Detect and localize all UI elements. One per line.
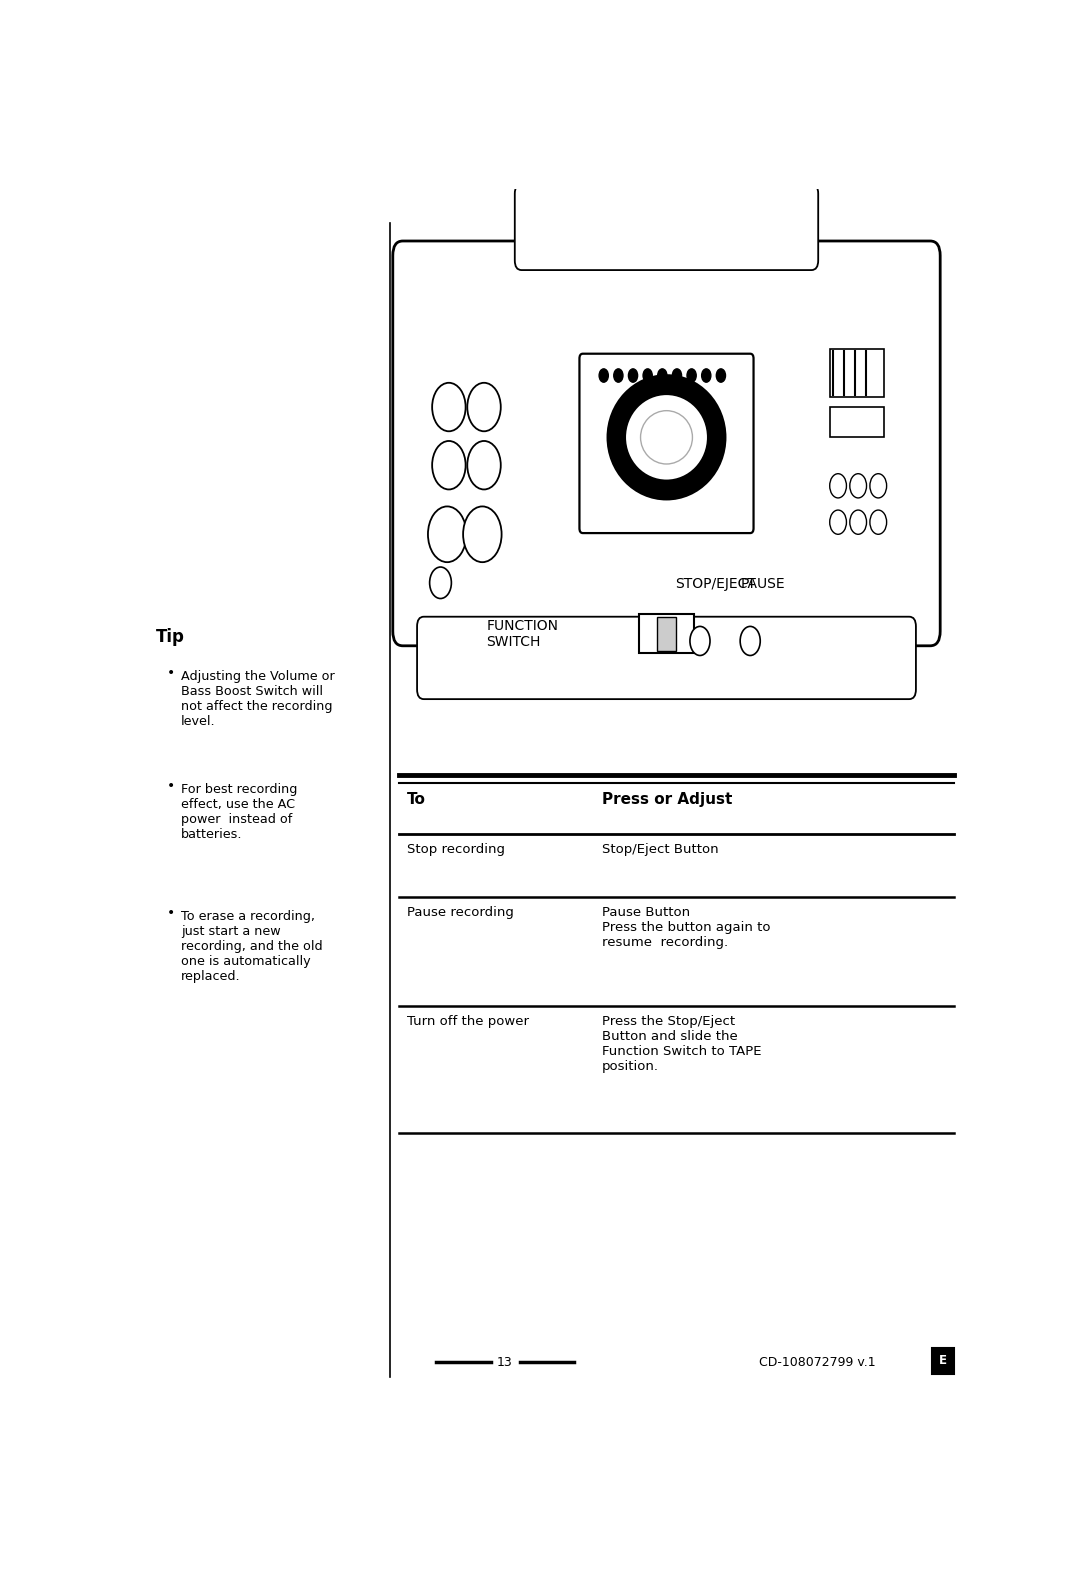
- Circle shape: [432, 441, 465, 490]
- Circle shape: [658, 368, 667, 382]
- FancyBboxPatch shape: [515, 184, 819, 271]
- Circle shape: [468, 441, 501, 490]
- Circle shape: [463, 507, 501, 562]
- FancyBboxPatch shape: [658, 617, 676, 650]
- Circle shape: [829, 510, 847, 534]
- Circle shape: [428, 507, 467, 562]
- Text: Adjusting the Volume or
Bass Boost Switch will
not affect the recording
level.: Adjusting the Volume or Bass Boost Switc…: [181, 671, 335, 729]
- Circle shape: [430, 567, 451, 598]
- FancyBboxPatch shape: [932, 1347, 954, 1374]
- Text: Press or Adjust: Press or Adjust: [602, 792, 732, 807]
- Text: Pause Button
Press the button again to
resume  recording.: Pause Button Press the button again to r…: [602, 907, 770, 949]
- Circle shape: [850, 510, 866, 534]
- Circle shape: [687, 368, 697, 382]
- Ellipse shape: [640, 411, 692, 464]
- Circle shape: [702, 368, 711, 382]
- Circle shape: [673, 368, 681, 382]
- Text: •: •: [167, 779, 175, 793]
- Circle shape: [629, 368, 637, 382]
- Ellipse shape: [624, 394, 708, 482]
- FancyBboxPatch shape: [639, 614, 694, 653]
- Circle shape: [850, 474, 866, 497]
- Text: •: •: [167, 666, 175, 680]
- Text: Use these buttons for additional operations: Use these buttons for additional operati…: [445, 246, 913, 266]
- Circle shape: [829, 474, 847, 497]
- FancyBboxPatch shape: [580, 354, 754, 534]
- Text: E: E: [939, 1354, 947, 1368]
- Text: Pause recording: Pause recording: [407, 907, 514, 919]
- Text: To erase a recording,
just start a new
recording, and the old
one is automatical: To erase a recording, just start a new r…: [181, 910, 323, 984]
- Circle shape: [468, 382, 501, 431]
- Text: 13: 13: [497, 1355, 513, 1368]
- Text: Press the Stop/Eject
Button and slide the
Function Switch to TAPE
position.: Press the Stop/Eject Button and slide th…: [602, 1015, 761, 1073]
- Circle shape: [643, 368, 652, 382]
- Text: FUNCTION
SWITCH: FUNCTION SWITCH: [486, 619, 558, 650]
- FancyBboxPatch shape: [393, 241, 941, 645]
- Circle shape: [599, 368, 608, 382]
- Text: STOP/EJECT: STOP/EJECT: [675, 578, 756, 592]
- Text: Stop/Eject Button: Stop/Eject Button: [602, 844, 718, 856]
- Circle shape: [432, 382, 465, 431]
- Text: PAUSE: PAUSE: [740, 578, 785, 592]
- FancyBboxPatch shape: [829, 349, 885, 397]
- Text: For best recording
effect, use the AC
power  instead of
batteries.: For best recording effect, use the AC po…: [181, 782, 297, 841]
- Circle shape: [613, 368, 623, 382]
- Circle shape: [690, 626, 710, 655]
- Text: Stop recording: Stop recording: [407, 844, 505, 856]
- Text: Turn off the power: Turn off the power: [407, 1015, 529, 1028]
- Circle shape: [869, 510, 887, 534]
- Text: CD-108072799 v.1: CD-108072799 v.1: [758, 1355, 875, 1368]
- Circle shape: [869, 474, 887, 497]
- Ellipse shape: [612, 379, 721, 494]
- Text: •: •: [167, 907, 175, 921]
- Text: Tip: Tip: [156, 628, 185, 645]
- FancyBboxPatch shape: [829, 408, 885, 438]
- Text: To: To: [407, 792, 426, 807]
- Circle shape: [716, 368, 726, 382]
- Circle shape: [740, 626, 760, 655]
- FancyBboxPatch shape: [417, 617, 916, 699]
